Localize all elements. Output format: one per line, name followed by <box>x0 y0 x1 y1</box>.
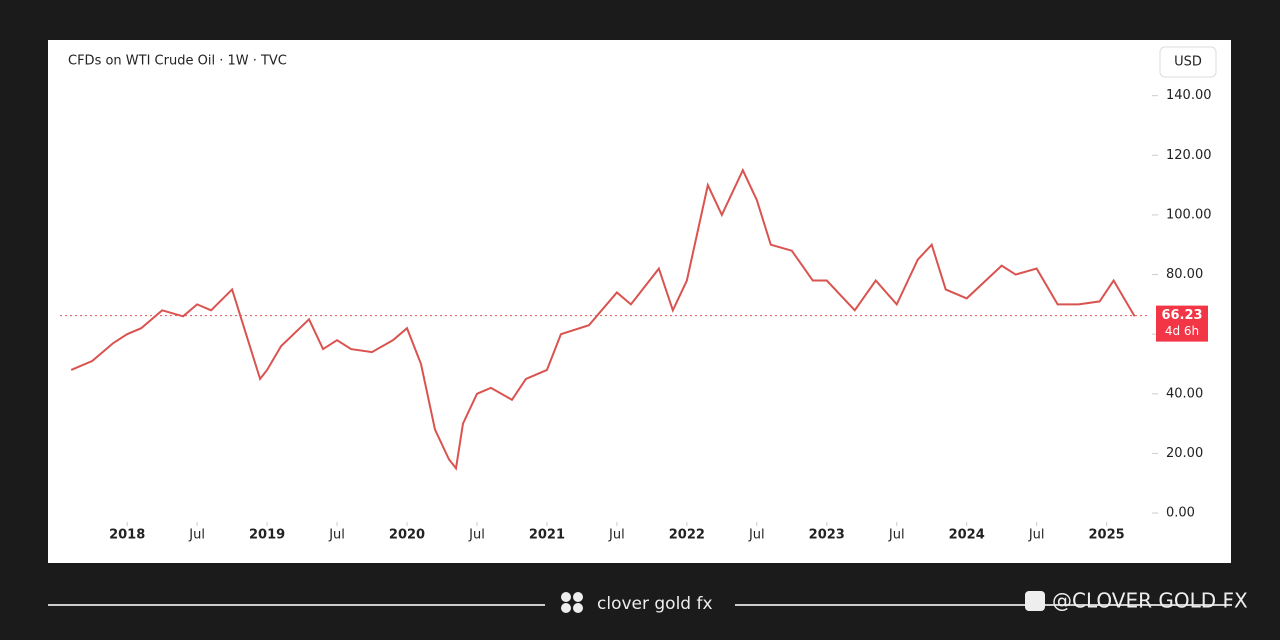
x-tick-label: 2023 <box>809 528 845 543</box>
y-tick-label: 100.00 <box>1166 207 1212 222</box>
countdown: 4d 6h <box>1165 324 1199 338</box>
facebook-icon <box>1025 591 1045 611</box>
x-tick-label: 2025 <box>1089 528 1125 543</box>
x-tick-label: 2019 <box>249 528 285 543</box>
x-tick-label: 2020 <box>389 528 425 543</box>
y-tick-label: 140.00 <box>1166 88 1212 103</box>
y-tick-label: 80.00 <box>1166 267 1203 282</box>
chart-title: CFDs on WTI Crude Oil · 1W · TVC <box>68 54 287 69</box>
x-tick-label: Jul <box>748 528 765 543</box>
y-tick-label: 120.00 <box>1166 148 1212 163</box>
chart-panel <box>48 40 1231 563</box>
x-tick-label: 2021 <box>529 528 565 543</box>
y-tick-label: 40.00 <box>1166 386 1203 401</box>
x-tick-label: Jul <box>608 528 625 543</box>
last-price-label: 66.23 <box>1161 308 1202 323</box>
footer-handle: @CLOVER GOLD FX <box>1052 589 1248 613</box>
clover-icon <box>561 592 583 613</box>
currency[interactable]: USD <box>1174 55 1202 70</box>
x-tick-label: Jul <box>1028 528 1045 543</box>
x-tick-label: 2018 <box>109 528 145 543</box>
price-line <box>70 167 1136 471</box>
x-tick-label: 2022 <box>669 528 705 543</box>
y-tick-label: 0.00 <box>1166 506 1195 521</box>
x-tick-label: 2024 <box>949 528 985 543</box>
x-tick-label: Jul <box>468 528 485 543</box>
x-tick-label: Jul <box>888 528 905 543</box>
currency-button[interactable] <box>1159 46 1217 78</box>
footer-brand: clover gold fx <box>597 594 713 614</box>
x-tick-label: Jul <box>328 528 345 543</box>
x-tick-label: Jul <box>188 528 205 543</box>
last-price-box <box>1156 305 1208 342</box>
y-tick-label: 20.00 <box>1166 446 1203 461</box>
